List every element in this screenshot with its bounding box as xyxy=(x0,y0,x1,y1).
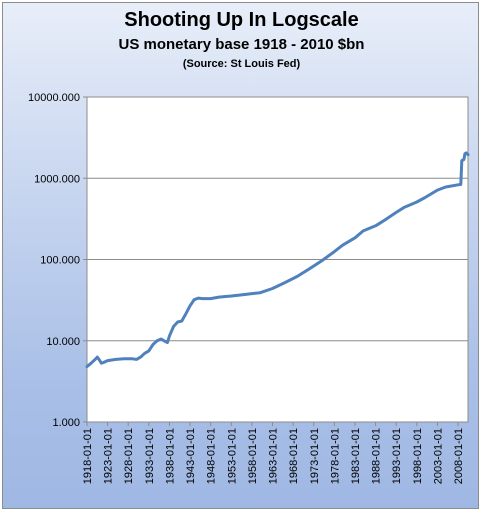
y-tick-label: 100.000 xyxy=(40,255,80,267)
x-tick-label: 2008-01-01 xyxy=(453,428,465,484)
chart-titles: Shooting Up In Logscale US monetary base… xyxy=(0,8,483,71)
gridlines xyxy=(87,96,468,423)
x-tick-label: 1963-01-01 xyxy=(268,428,280,484)
x-tick-label: 1993-01-01 xyxy=(391,428,403,484)
x-tick-label: 1938-01-01 xyxy=(164,428,176,484)
x-tick-label: 1943-01-01 xyxy=(185,428,197,484)
x-tick-label: 1973-01-01 xyxy=(309,428,321,484)
chart-source: (Source: St Louis Fed) xyxy=(182,58,301,70)
x-tick-label: 1933-01-01 xyxy=(144,428,156,484)
x-tick-label: 1948-01-01 xyxy=(206,428,218,484)
x-tick-label: 1923-01-01 xyxy=(103,428,115,484)
x-tick-label: 1968-01-01 xyxy=(288,428,300,484)
x-tick-label: 2003-01-01 xyxy=(432,428,444,484)
y-axis: 1.000 10.000 100.000 1000.000 10000.000 xyxy=(28,92,87,429)
chart-title: Shooting Up In Logscale xyxy=(124,9,359,31)
y-tick-label: 10.000 xyxy=(46,336,80,348)
x-tick-label: 1998-01-01 xyxy=(412,428,424,484)
series-line xyxy=(85,151,470,369)
y-tick-label: 10000.000 xyxy=(28,92,80,104)
chart-subtitle: US monetary base 1918 - 2010 $bn xyxy=(118,36,365,53)
x-tick-label: 1958-01-01 xyxy=(247,428,259,484)
x-axis: 1918-01-01 1923-01-01 1928-01-01 1933-01-01… xyxy=(82,422,465,484)
x-tick-label: 1978-01-01 xyxy=(329,428,341,484)
x-tick-label: 1928-01-01 xyxy=(123,428,135,484)
x-tick-label: 1983-01-01 xyxy=(350,428,362,484)
x-tick-label: 1918-01-01 xyxy=(82,428,94,484)
x-tick-label: 1988-01-01 xyxy=(371,428,383,484)
y-tick-label: 1.000 xyxy=(52,417,80,429)
y-tick-label: 1000.000 xyxy=(34,173,80,185)
x-tick-label: 1953-01-01 xyxy=(226,428,238,484)
